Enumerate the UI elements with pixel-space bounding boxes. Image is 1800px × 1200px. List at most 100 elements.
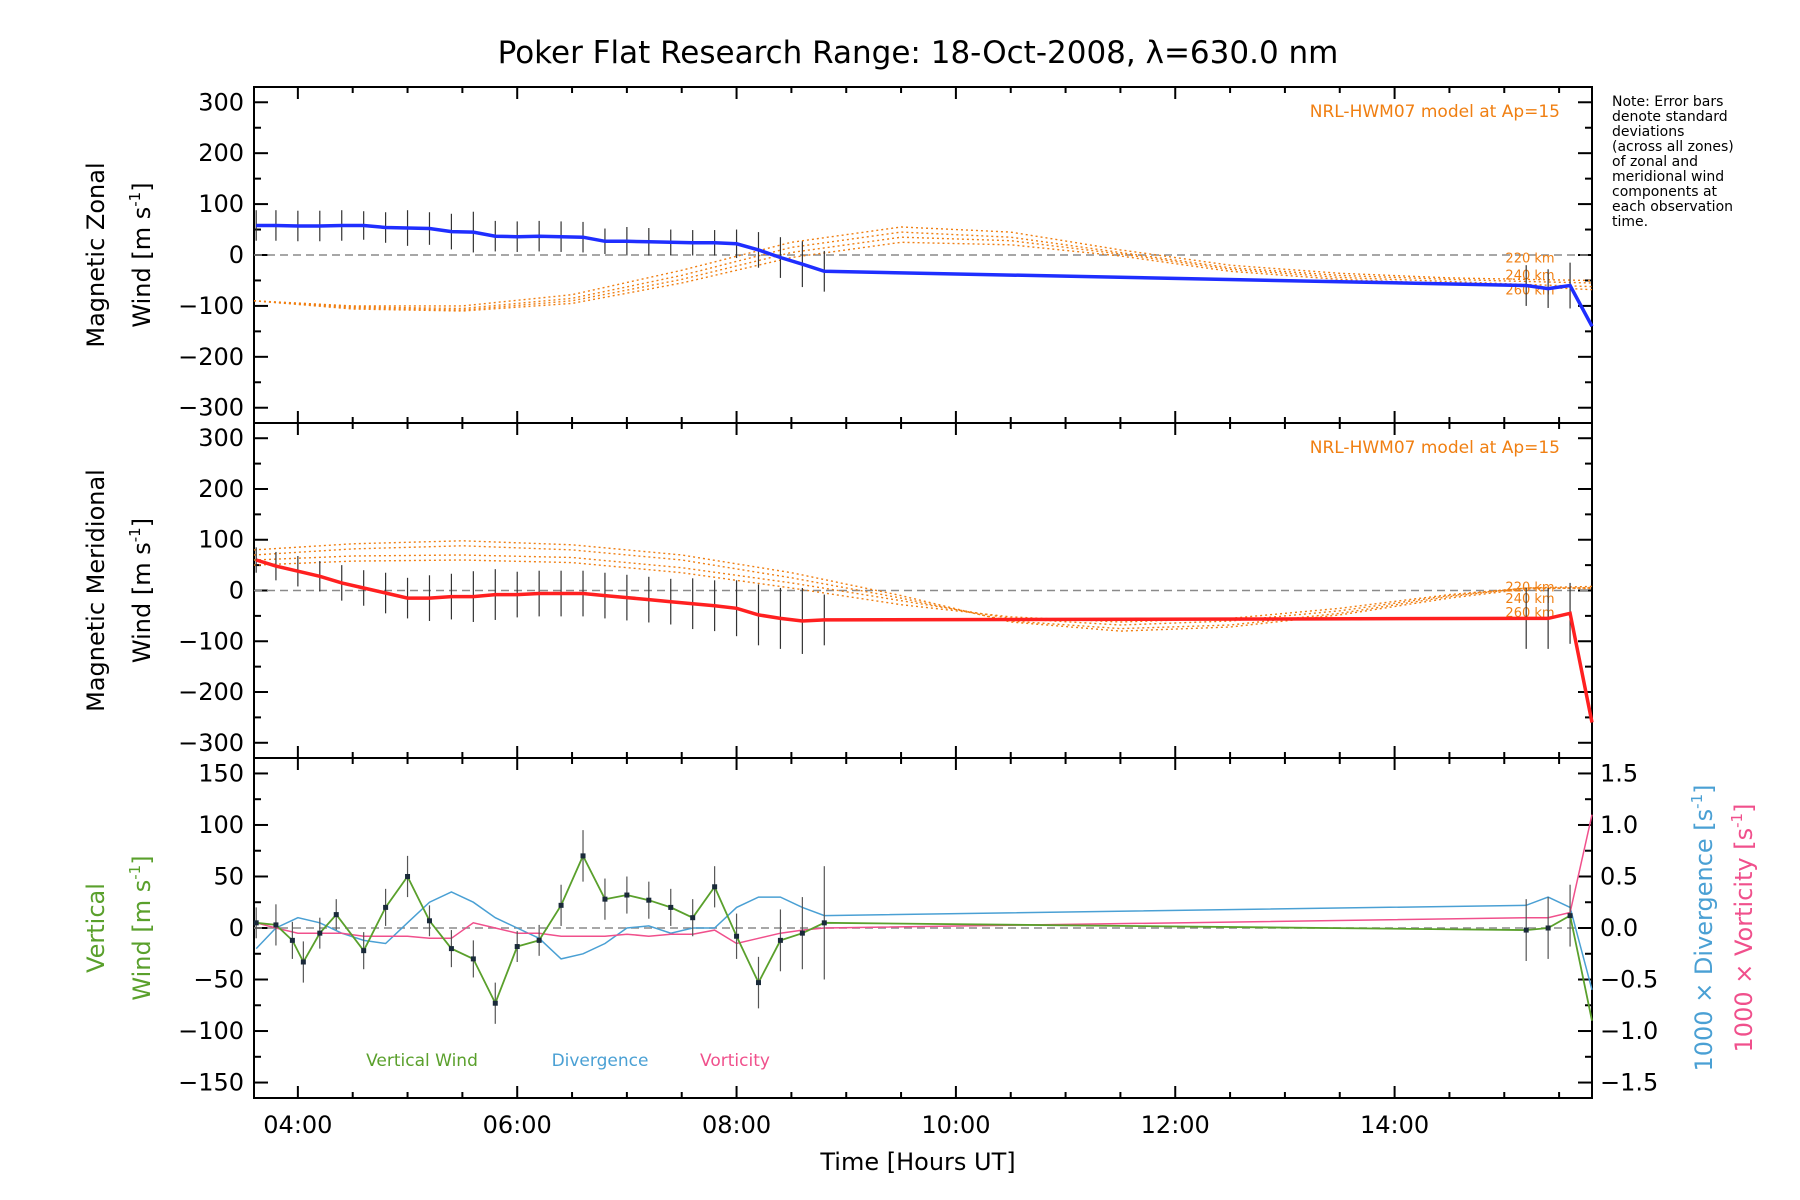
model-curve	[253, 540, 1593, 632]
note-line: (across all zones)	[1612, 139, 1734, 155]
y-tick-label: −50	[193, 966, 244, 994]
x-tick-label: 14:00	[1360, 1111, 1429, 1139]
vorticity-axis-label: 1000 × Vorticity [s-1]	[1728, 804, 1758, 1053]
y-axis-label-1: Magnetic Zonal	[82, 162, 110, 347]
vertical-wind-point	[536, 937, 542, 943]
vertical-wind-point	[777, 937, 783, 943]
y-tick-label: 0	[229, 914, 244, 942]
y-tick-label: 300	[198, 88, 244, 116]
y-right-tick-label: 1.5	[1600, 759, 1638, 787]
x-tick-label: 08:00	[702, 1111, 771, 1139]
vertical-wind-point	[253, 920, 259, 926]
model-curve	[253, 545, 1593, 630]
chart-title: Poker Flat Research Range: 18-Oct-2008, …	[498, 35, 1339, 71]
x-axis-label: Time [Hours UT]	[819, 1148, 1015, 1176]
vertical-wind-point	[558, 902, 564, 908]
vertical-wind-point	[646, 897, 652, 903]
y-axis-label-2-close: ]	[128, 182, 156, 191]
note-line: components at	[1612, 184, 1718, 200]
vertical-wind-point	[317, 930, 323, 936]
vertical-wind-point	[734, 933, 740, 939]
model-altitude-label: 220 km	[1505, 252, 1554, 267]
y-tick-label: 200	[198, 475, 244, 503]
y-axis-label-2-main: Wind [m s	[128, 207, 156, 328]
vertical-wind-point	[602, 896, 608, 902]
y-right-tick-label: 1.0	[1600, 811, 1638, 839]
vorticity-axis-label-close: ]	[1730, 804, 1758, 813]
y-tick-label: 100	[198, 190, 244, 218]
vertical-wind-point	[1567, 913, 1573, 919]
panel-1: 300 200 100 0 −100 −200 −300 Magnetic Zonal Wind…	[82, 86, 1594, 424]
divergence-axis-label-sup: -1	[1688, 794, 1706, 809]
vertical-wind-point	[514, 944, 520, 950]
y-tick-label: 100	[198, 526, 244, 554]
y-tick-label: −300	[178, 394, 244, 422]
meridional-wind-line	[255, 558, 1594, 723]
note-line: meridional wind	[1612, 169, 1724, 185]
y-axis-label-2-sup: -1	[126, 192, 144, 207]
y-tick-label: −150	[178, 1069, 244, 1097]
y-right-tick-label: −0.5	[1600, 966, 1658, 994]
y-tick-label: 0	[229, 577, 244, 605]
y-tick-label: −300	[178, 729, 244, 757]
vertical-wind-point	[668, 904, 674, 910]
y-right-tick-label: 0.5	[1600, 862, 1638, 890]
model-altitude-label: 240 km	[1505, 268, 1554, 283]
note-line: each observation	[1612, 199, 1733, 215]
y-axis-label-2-sup: -1	[126, 527, 144, 542]
vertical-wind-point	[300, 959, 306, 965]
vertical-wind-point	[405, 873, 411, 879]
vertical-wind-point	[821, 920, 827, 926]
y-tick-label: 100	[198, 811, 244, 839]
y-axis-label-1: Vertical	[82, 883, 110, 973]
vertical-wind-point	[470, 956, 476, 962]
legend-item: Vertical Wind	[366, 1051, 478, 1071]
y-axis-label-2: Wind [m s-1]	[126, 855, 156, 1000]
vertical-wind-point	[492, 1000, 498, 1006]
y-right-tick-label: −1.0	[1600, 1017, 1658, 1045]
y-axis-label-1: Magnetic Meridional	[82, 469, 110, 712]
vertical-wind-point	[580, 853, 586, 859]
vertical-wind-point	[448, 946, 454, 952]
model-curve	[253, 231, 1593, 310]
divergence-axis-label: 1000 × Divergence [s-1]	[1688, 784, 1718, 1071]
y-tick-label: 150	[198, 759, 244, 787]
y-axis-label-2-sup: -1	[126, 865, 144, 880]
vertical-wind-point	[273, 922, 279, 928]
y-axis-label-2-close: ]	[128, 855, 156, 864]
note-line: deviations	[1612, 124, 1684, 140]
model-curve	[253, 559, 1593, 623]
model-curve	[253, 226, 1593, 307]
y-right-tick-label: −1.5	[1600, 1069, 1658, 1097]
vorticity-axis-label-sup: -1	[1728, 813, 1746, 828]
y-axis-label-2-main: Wind [m s	[128, 880, 156, 1001]
vertical-wind-point	[426, 918, 432, 924]
y-tick-label: 300	[198, 424, 244, 452]
y-axis-label-2-main: Wind [m s	[128, 542, 156, 663]
model-curve	[253, 554, 1592, 626]
x-tick-label: 04:00	[263, 1111, 332, 1139]
panel-2: 300 200 100 0 −100 −200 −300 Magnetic Meridiona…	[82, 422, 1594, 759]
y-tick-label: −100	[178, 292, 244, 320]
vertical-wind-point	[799, 930, 805, 936]
plot-area: 300 200 100 0 −100 −200 −300 Magnetic Zonal Wind…	[82, 86, 1758, 1139]
model-curve	[253, 241, 1593, 312]
y-tick-label: 50	[213, 862, 244, 890]
model-label: NRL-HWM07 model at Ap=15	[1310, 438, 1560, 458]
vertical-wind-point	[1523, 927, 1529, 933]
note-line: of zonal and	[1612, 154, 1698, 170]
y-tick-label: −100	[178, 1017, 244, 1045]
legend-item: Vorticity	[700, 1051, 770, 1071]
y-tick-label: 200	[198, 139, 244, 167]
y-tick-label: −100	[178, 627, 244, 655]
y-tick-label: −200	[178, 343, 244, 371]
vertical-wind-point	[361, 948, 367, 954]
y-axis-label-2: Wind [m s-1]	[126, 182, 156, 327]
y-axis-label-2-close: ]	[128, 518, 156, 527]
vertical-wind-point	[333, 912, 339, 918]
legend-item: Divergence	[552, 1051, 649, 1071]
x-tick-label: 12:00	[1141, 1111, 1210, 1139]
